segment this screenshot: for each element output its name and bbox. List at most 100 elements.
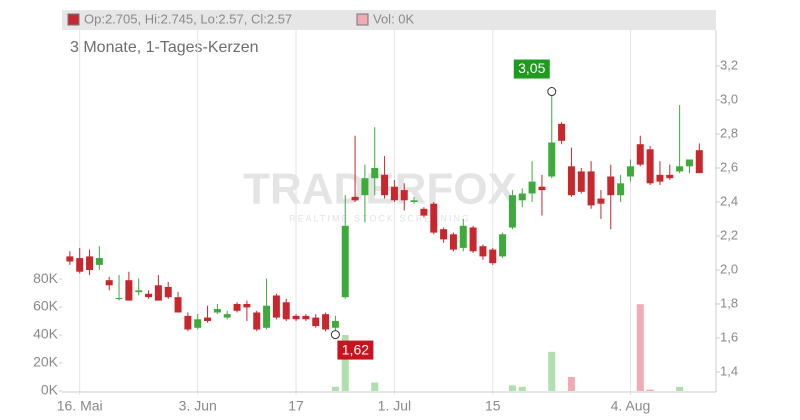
candle-body (174, 297, 182, 313)
candle-body (607, 176, 615, 196)
annotation-marker (330, 330, 340, 340)
volume-bar (341, 335, 349, 391)
candle-body (105, 280, 113, 286)
y-tick-label: 1,4 (720, 363, 738, 378)
candle-body (558, 123, 566, 141)
y-tick-label: 2,0 (720, 261, 738, 276)
candle-body (125, 280, 133, 301)
candle-body (489, 249, 497, 264)
candle-body (263, 305, 271, 328)
annotation-box (337, 340, 374, 360)
volume-tick-label: 40K (33, 326, 59, 342)
volume-bar (646, 389, 654, 391)
candle-body (164, 286, 172, 298)
candle-body (213, 309, 221, 313)
candle-body (282, 302, 290, 320)
x-tick-label: 17 (288, 398, 304, 414)
x-tick-label: 15 (485, 398, 501, 414)
candle-body (66, 256, 74, 262)
candle-body (381, 174, 389, 196)
volume-tick-label: 20K (33, 354, 59, 370)
candle-body (351, 196, 359, 201)
candle-body (548, 142, 556, 177)
candle-body (440, 229, 448, 240)
annotation-marker (547, 87, 557, 97)
y-tick-label: 3,0 (720, 91, 738, 106)
candle-body (371, 168, 379, 179)
candle-body (302, 315, 310, 320)
candle-body (695, 150, 703, 174)
candle-body (253, 312, 261, 330)
candle-body (567, 166, 575, 196)
candle-body (76, 258, 84, 272)
volume-bar (548, 351, 556, 391)
candle-body (469, 227, 477, 252)
candle-body (361, 178, 369, 196)
candle-body (400, 190, 408, 201)
watermark: TRADERFOX (243, 165, 517, 214)
candle-body (626, 166, 634, 177)
candle-body (676, 166, 684, 172)
candle-body (636, 144, 644, 165)
y-tick-label: 2,6 (720, 159, 738, 174)
candle-body (479, 246, 487, 257)
volume-bar (567, 377, 575, 391)
x-tick-label: 16. Mai (57, 398, 103, 414)
candle-body (243, 303, 251, 308)
candle-body (331, 320, 339, 328)
candle-body (292, 315, 300, 320)
candle-body (577, 171, 585, 192)
candle-body (184, 315, 192, 330)
volume-layer (331, 304, 684, 391)
legend-volume: Vol: 0K (373, 11, 415, 26)
y-tick-label: 3,2 (720, 57, 738, 72)
volume-bar (636, 304, 644, 391)
legend-bar (62, 10, 716, 30)
legend-price-swatch (67, 13, 80, 26)
annotation-label: 3,05 (518, 60, 545, 76)
candle-body (685, 159, 693, 167)
volume-bar (518, 386, 526, 391)
volume-bar (371, 382, 379, 391)
legend-price: Op:2.705, Hi:2.745, Lo:2.57, Cl:2.57 (84, 11, 292, 26)
y-tick-label: 2,2 (720, 227, 738, 242)
candle-body (617, 183, 625, 196)
candle-body (390, 186, 398, 201)
x-tick-label: 4. Aug (611, 398, 651, 414)
annotation-box (513, 59, 550, 79)
candle-body (646, 149, 654, 184)
candle-body (233, 303, 241, 311)
candle-body (656, 174, 664, 182)
candle-body (410, 200, 418, 203)
candle-body (518, 193, 526, 201)
candle-body (204, 317, 212, 321)
candle-body (194, 319, 202, 328)
candle-layer (66, 91, 703, 335)
subtitle: 3 Monate, 1-Tages-Kerzen (70, 39, 259, 56)
candle-body (223, 314, 231, 318)
candle-body (135, 290, 143, 293)
y-tick-label: 2,8 (720, 125, 738, 140)
x-tick-label: 3. Jun (179, 398, 217, 414)
candle-body (420, 208, 428, 216)
x-tick-label: 1. Jul (378, 398, 411, 414)
candle-body (145, 293, 153, 298)
y-tick-label: 1,8 (720, 295, 738, 310)
candle-body (322, 314, 330, 330)
grid (59, 30, 720, 395)
candle-body (666, 174, 674, 179)
annotation-layer: 3,05 1,62 (330, 59, 557, 360)
candle-body (341, 225, 349, 298)
annotation-label: 1,62 (342, 341, 369, 357)
legend-volume-swatch (356, 13, 369, 26)
volume-bar (331, 386, 339, 391)
candle-body (272, 295, 280, 318)
candle-body (508, 195, 516, 228)
y-tick-label: 1,6 (720, 329, 738, 344)
candle-body (95, 258, 103, 265)
volume-tick-label: 80K (33, 270, 59, 286)
candle-body (430, 203, 438, 233)
candle-body (459, 225, 467, 248)
